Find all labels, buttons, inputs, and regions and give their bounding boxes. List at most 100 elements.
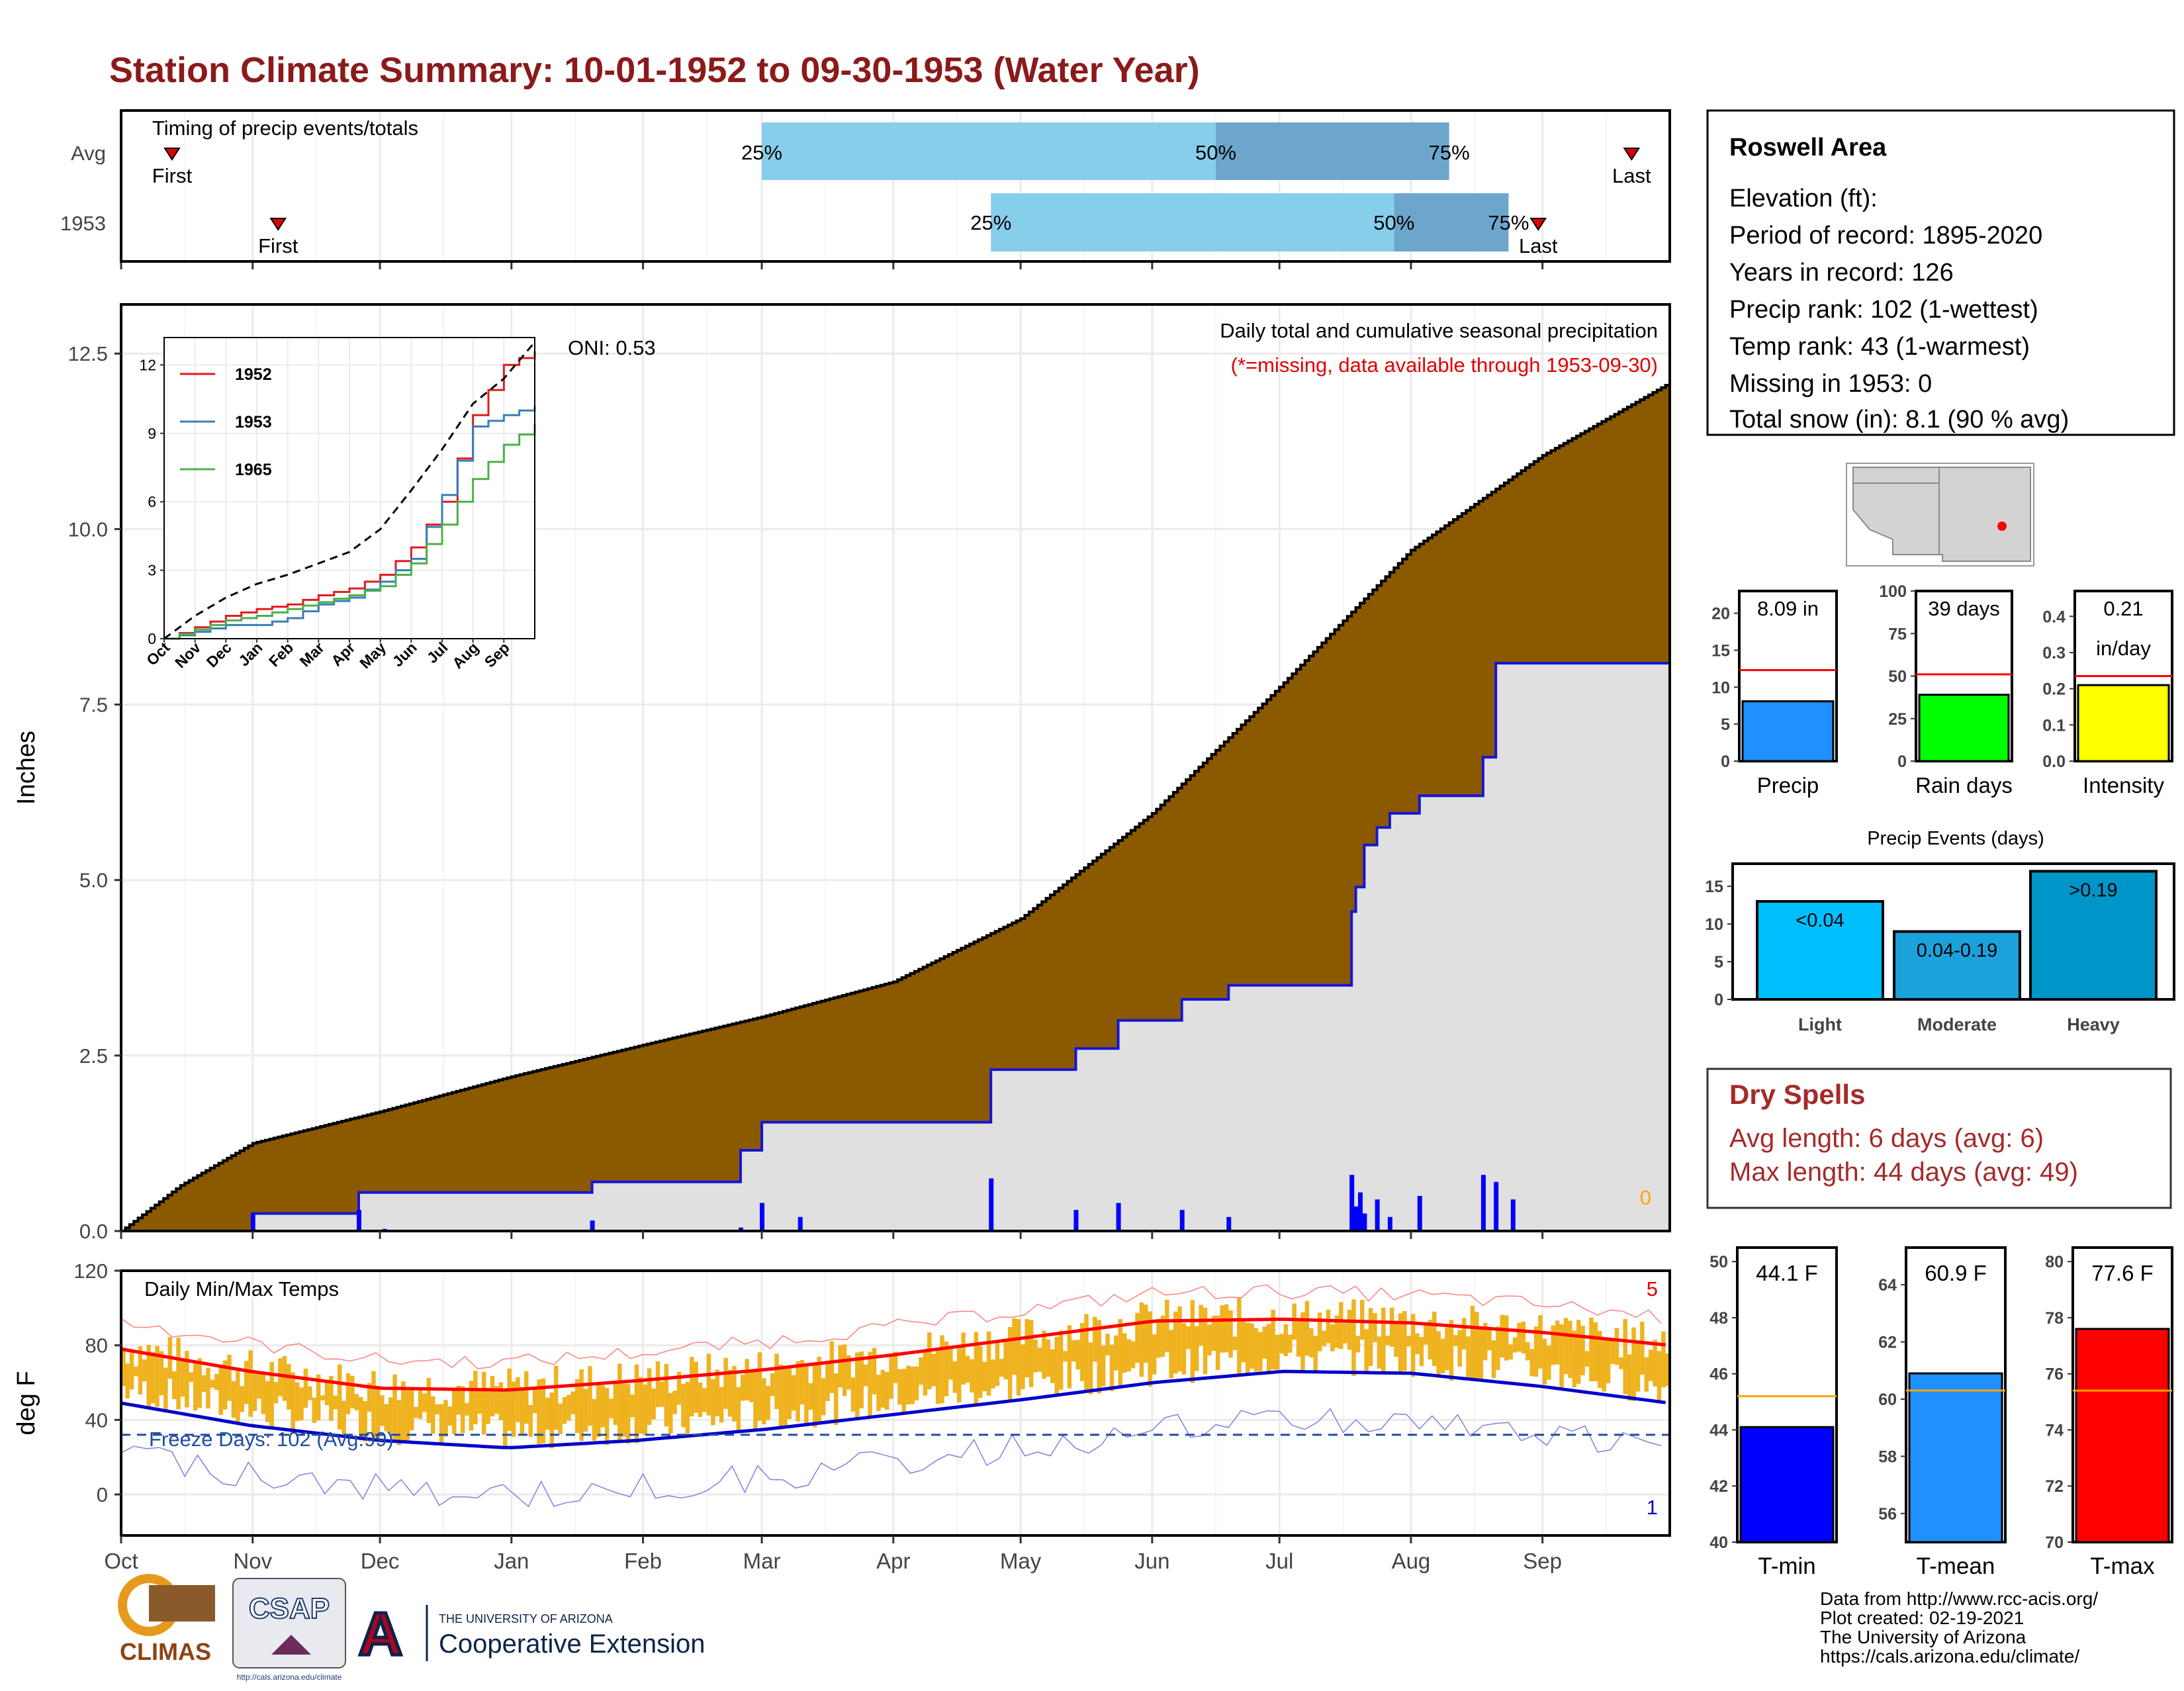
daily-temp-bar bbox=[1334, 1315, 1340, 1348]
inset-x-tick-label: Jan bbox=[235, 639, 265, 669]
daily-temp-bar bbox=[919, 1357, 923, 1385]
legend-label-1952: 1952 bbox=[235, 365, 272, 384]
temp-bar-tick-label: 76 bbox=[2045, 1365, 2064, 1384]
daily-temp-bar bbox=[596, 1382, 601, 1438]
month-label: Nov bbox=[233, 1549, 272, 1573]
pct-label: 75% bbox=[1429, 141, 1470, 164]
daily-temp-bar bbox=[706, 1353, 711, 1416]
daily-temp-bar bbox=[159, 1351, 164, 1396]
csap-wordmark: CSAP bbox=[249, 1592, 330, 1625]
events-bar-heavy bbox=[2029, 870, 2158, 1001]
daily-temp-bar bbox=[532, 1387, 537, 1414]
mini-bar-intensity: 0.0 0.1 0.2 0.3 0.4 0.21 in/day Intensity bbox=[2042, 590, 2173, 798]
daily-temp-bar bbox=[210, 1379, 215, 1388]
mini-bar-tick-label: 75 bbox=[1888, 625, 1907, 643]
inset-x-tick-label: Apr bbox=[328, 639, 358, 669]
daily-temp-bar bbox=[1079, 1323, 1085, 1381]
daily-temp-bar bbox=[299, 1387, 304, 1420]
daily-temp-bar bbox=[1453, 1335, 1458, 1346]
temp-count-lo: 1 bbox=[1647, 1496, 1658, 1519]
daily-temp-bar bbox=[995, 1342, 1000, 1387]
daily-temp-bar bbox=[1665, 1353, 1670, 1387]
daily-temp-bar bbox=[1648, 1349, 1653, 1381]
daily-temp-bar bbox=[460, 1386, 465, 1434]
climas-block bbox=[149, 1585, 215, 1622]
daily-temp-bar bbox=[1529, 1349, 1534, 1377]
daily-temp-bar bbox=[1173, 1311, 1178, 1374]
iqr-lower-bar bbox=[762, 122, 1216, 180]
daily-temp-bar bbox=[333, 1395, 338, 1410]
pct-label: 25% bbox=[741, 141, 782, 164]
events-category-label: Light bbox=[1798, 1015, 1842, 1034]
ua-small-text: THE UNIVERSITY OF ARIZONA bbox=[439, 1612, 613, 1625]
daily-temp-bar bbox=[1237, 1297, 1242, 1375]
daily-temp-bar bbox=[723, 1357, 728, 1409]
daily-temp-bar bbox=[579, 1369, 584, 1441]
mini-bar-tick-label: 50 bbox=[1888, 668, 1907, 686]
daily-temp-bar bbox=[1479, 1329, 1484, 1380]
info-line-snow: Total snow (in): 8.1 (90 % avg) bbox=[1729, 406, 2069, 434]
daily-temp-bar bbox=[850, 1377, 856, 1412]
timing-panel: Timing of precip events/totals Avg 1953 … bbox=[60, 109, 1671, 269]
mini-bar-label: Rain days bbox=[1915, 773, 2013, 798]
daily-temp-bar bbox=[1313, 1336, 1318, 1371]
daily-temp-bar bbox=[1533, 1326, 1539, 1377]
mini-bar-charts: 0 5 10 15 20 8.09 in Precip 0 25 50 75 100 39 days Ra… bbox=[1711, 582, 2173, 798]
daily-temp-bar bbox=[1457, 1330, 1462, 1367]
daily-temp-bar bbox=[537, 1379, 541, 1445]
daily-temp-bar bbox=[808, 1383, 813, 1410]
daily-temp-bar bbox=[1042, 1330, 1046, 1379]
daily-temp-bar bbox=[477, 1389, 482, 1414]
temp-bar-tick-label: 40 bbox=[1709, 1533, 1728, 1552]
temp-bar-value bbox=[1739, 1426, 1835, 1543]
daily-temp-bar bbox=[1317, 1312, 1322, 1351]
map-land bbox=[1852, 467, 2031, 562]
daily-temp-bar bbox=[1589, 1317, 1594, 1382]
daily-temp-bar bbox=[1449, 1320, 1454, 1381]
daily-precip-bar bbox=[1179, 1210, 1185, 1231]
daily-temp-bar bbox=[1275, 1334, 1280, 1370]
daily-temp-bar bbox=[1135, 1312, 1140, 1363]
daily-temp-bar bbox=[1118, 1319, 1123, 1387]
csap-url: http://cals.arizona.edu/climate bbox=[237, 1672, 342, 1682]
info-line-temp-rank: Temp rank: 43 (1-warmest) bbox=[1729, 333, 2030, 361]
temp-y-axis: 0 40 80 120 bbox=[73, 1259, 121, 1506]
daily-temp-bar bbox=[617, 1363, 622, 1441]
daily-temp-bar bbox=[863, 1364, 868, 1387]
daily-temp-bar bbox=[1394, 1321, 1398, 1357]
csap-logo: CSAP http://cals.arizona.edu/climate bbox=[232, 1578, 346, 1682]
daily-temp-bar bbox=[121, 1347, 126, 1387]
ua-big-text: Cooperative Extension bbox=[439, 1629, 705, 1659]
mini-bar-precip: 0 5 10 15 20 8.09 in Precip bbox=[1711, 590, 1838, 798]
inset-x-tick-label: Nov bbox=[171, 639, 204, 671]
daily-temp-bar bbox=[1054, 1336, 1059, 1396]
events-y-tick-label: 0 bbox=[1714, 991, 1723, 1009]
daily-temp-bar bbox=[261, 1373, 266, 1414]
daily-temp-bar bbox=[660, 1381, 664, 1407]
daily-temp-bar bbox=[473, 1371, 478, 1424]
daily-temp-bar bbox=[1309, 1328, 1314, 1358]
daily-precip-bar bbox=[1349, 1175, 1355, 1231]
mini-bar-tick-label: 0 bbox=[1897, 753, 1907, 771]
daily-temp-bar bbox=[507, 1368, 512, 1431]
daily-temp-bar bbox=[150, 1352, 156, 1404]
inset-lines bbox=[163, 341, 536, 640]
daily-temp-bar bbox=[838, 1345, 842, 1388]
daily-temp-bar bbox=[1245, 1322, 1250, 1373]
daily-temp-bar bbox=[1148, 1311, 1152, 1387]
daily-temp-bar bbox=[897, 1369, 902, 1405]
daily-temp-bar bbox=[574, 1379, 580, 1434]
daily-temp-bar bbox=[337, 1364, 342, 1430]
inset-x-tick-label: Feb bbox=[265, 639, 296, 670]
precip-frame bbox=[120, 303, 1671, 1232]
events-bar-light bbox=[1756, 899, 1884, 1001]
daily-temp-bar bbox=[1593, 1322, 1598, 1381]
daily-temp-bar bbox=[498, 1382, 504, 1420]
info-line-elevation: Elevation (ft): bbox=[1729, 185, 1878, 212]
last-event-marker bbox=[1623, 148, 1641, 161]
daily-temp-bar bbox=[528, 1404, 533, 1437]
daily-temp-bar bbox=[757, 1352, 762, 1421]
temp-bar-label: T-max bbox=[2090, 1553, 2155, 1579]
current-cumulative-area bbox=[121, 663, 1670, 1231]
